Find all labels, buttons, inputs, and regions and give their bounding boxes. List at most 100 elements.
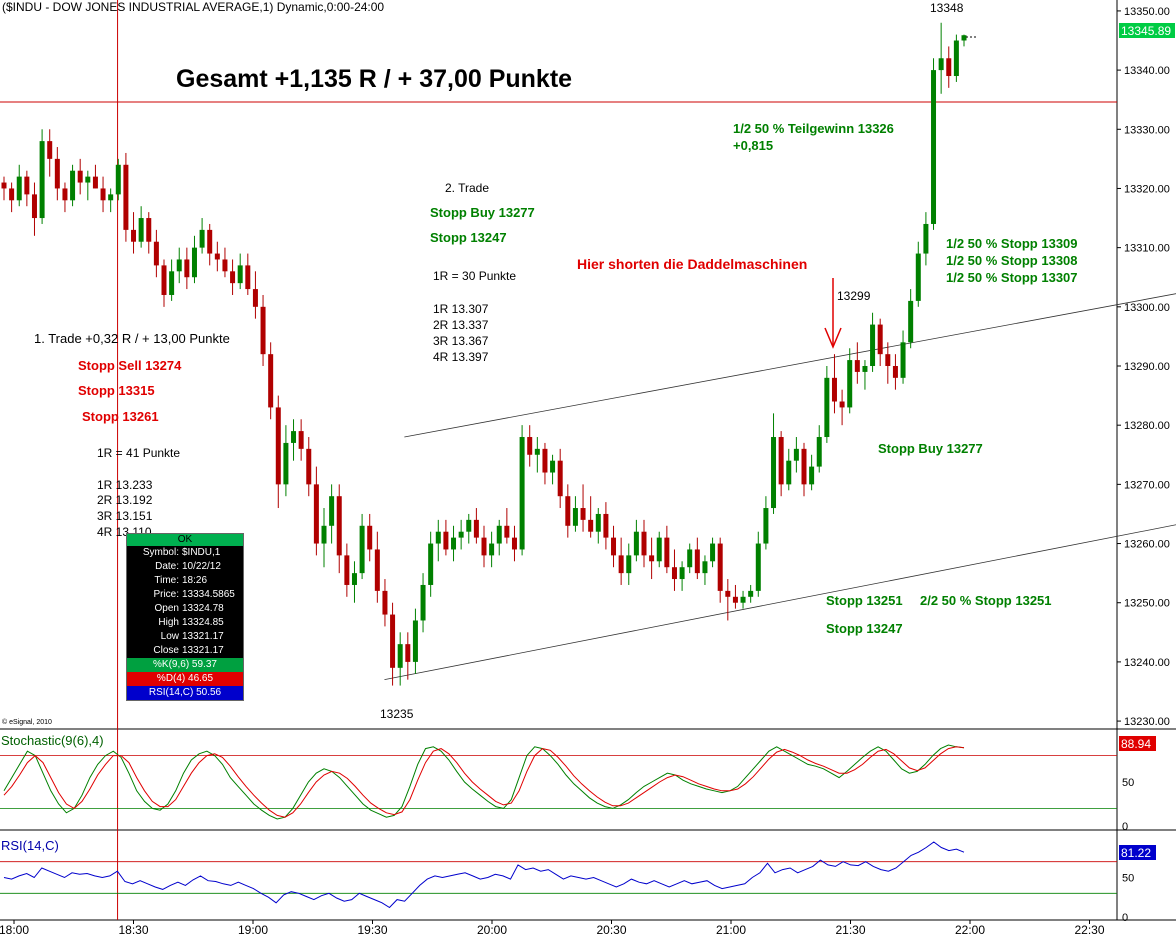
candle-body [1, 182, 7, 189]
candle-body [885, 354, 891, 366]
candle-body [191, 247, 197, 278]
candle-body [108, 194, 114, 201]
candle-body [306, 448, 312, 485]
candle-body [504, 525, 510, 538]
candle-body [184, 259, 190, 278]
trade1-stopp-1: Stopp 13315 [78, 383, 155, 398]
rsi-value-tag: 81.22 [1121, 846, 1151, 860]
candle-body [374, 549, 380, 591]
rsi-value-tag-bg [1119, 845, 1156, 860]
candle-body [740, 596, 746, 603]
candle-body [359, 525, 365, 574]
candle-body [161, 265, 167, 295]
candle-body [466, 519, 472, 532]
price-tick-label: 13330.00 [1124, 124, 1170, 136]
time-tick-label: 18:00 [0, 923, 29, 937]
info-row-date: Date: 10/22/12 [155, 561, 221, 572]
candle-body [778, 437, 784, 485]
candle-body [961, 35, 967, 41]
candle-body [603, 513, 609, 538]
candle-body [222, 259, 228, 272]
time-tick-label: 19:00 [238, 923, 268, 937]
time-tick-label: 19:30 [357, 923, 387, 937]
price-tick-label: 13340.00 [1124, 65, 1170, 77]
teilgewinn-label: 1/2 50 % Teilgewinn 13326 [733, 121, 894, 136]
time-tick-label: 20:00 [477, 923, 507, 937]
candle-body [725, 590, 731, 597]
info-row-symbol: Symbol: $INDU,1 [142, 547, 221, 558]
candle-body [771, 437, 777, 509]
price-tick-label: 13260.00 [1124, 539, 1170, 551]
price-tick-label: 13240.00 [1124, 657, 1170, 669]
info-ok-bar[interactable]: OK [127, 534, 243, 546]
candle-body [611, 537, 617, 556]
candle-body [351, 573, 357, 585]
candle-body [847, 360, 853, 408]
candle-body [900, 342, 906, 378]
candle-body [588, 519, 594, 532]
candle-body [443, 531, 449, 550]
candle-body [138, 218, 144, 242]
candle-body [9, 188, 15, 201]
last-price-tag-bg [1119, 23, 1175, 38]
time-tick-label: 18:30 [118, 923, 148, 937]
stochastic-tick-label: 50 [1122, 777, 1134, 789]
stopp-13251-label: Stopp 13251 [826, 593, 903, 608]
candle-body [260, 306, 266, 355]
trendline-2 [384, 524, 1176, 681]
trade2-label: 2. Trade [445, 181, 489, 195]
candle-body [824, 377, 830, 438]
candle-body [877, 324, 883, 355]
stochastic-title: Stochastic(9(6),4) [1, 733, 104, 748]
candle-body [732, 596, 738, 603]
candle-body [199, 229, 205, 248]
candle-body [664, 537, 670, 568]
candle-body [489, 543, 495, 556]
candle-body [801, 448, 807, 485]
trade1-level-3: 3R 13.151 [97, 509, 153, 523]
candle-body [54, 158, 60, 189]
info-row-low: Low 13321.17 [160, 631, 224, 642]
low-price-label: 13235 [380, 707, 414, 721]
candle-body [717, 543, 723, 591]
info-stoch-k: %K(9,6) 59.37 [127, 658, 243, 672]
trade1-stopp-sell: Stopp Sell 13274 [78, 358, 182, 373]
candle-body [176, 259, 182, 272]
stoch-value-tag-bg [1119, 736, 1156, 751]
candle-body [938, 58, 944, 71]
candle-body [169, 271, 175, 295]
price-tick-label: 13320.00 [1124, 183, 1170, 195]
candle-body [626, 555, 632, 574]
info-stoch-d: %D(4) 46.65 [127, 672, 243, 686]
candle-body [755, 543, 761, 591]
price-tick-label: 13280.00 [1124, 420, 1170, 432]
candle-body [420, 584, 426, 621]
time-tick-label: 21:00 [716, 923, 746, 937]
candle-body [534, 448, 540, 455]
candle-body [214, 253, 220, 260]
time-tick-label: 22:30 [1074, 923, 1104, 937]
half-stopp-2: 1/2 50 % Stopp 13308 [946, 253, 1078, 268]
candle-body [39, 141, 45, 219]
last-price-tag: 13345.89 [1121, 24, 1171, 38]
info-row-open: Open 13324.78 [154, 603, 224, 614]
info-row-close: Close 13321.17 [153, 645, 224, 656]
candle-body [793, 448, 799, 461]
candle-body [336, 496, 342, 556]
candle-body [62, 188, 68, 201]
candle-body [710, 543, 716, 562]
candle-body [649, 555, 655, 562]
candle-body [816, 437, 822, 467]
candle-body [85, 176, 91, 183]
candle-body [931, 70, 937, 224]
info-row-time: Time: 18:26 [154, 575, 208, 586]
trade2-level-2: 2R 13.337 [433, 318, 489, 332]
candle-body [923, 223, 929, 254]
half-stopp-3: 1/2 50 % Stopp 13307 [946, 270, 1078, 285]
time-tick-label: 21:30 [835, 923, 865, 937]
rsi-tick-label: 0 [1122, 912, 1128, 924]
candle-body [862, 366, 868, 372]
trade1-level-2: 2R 13.192 [97, 493, 153, 507]
